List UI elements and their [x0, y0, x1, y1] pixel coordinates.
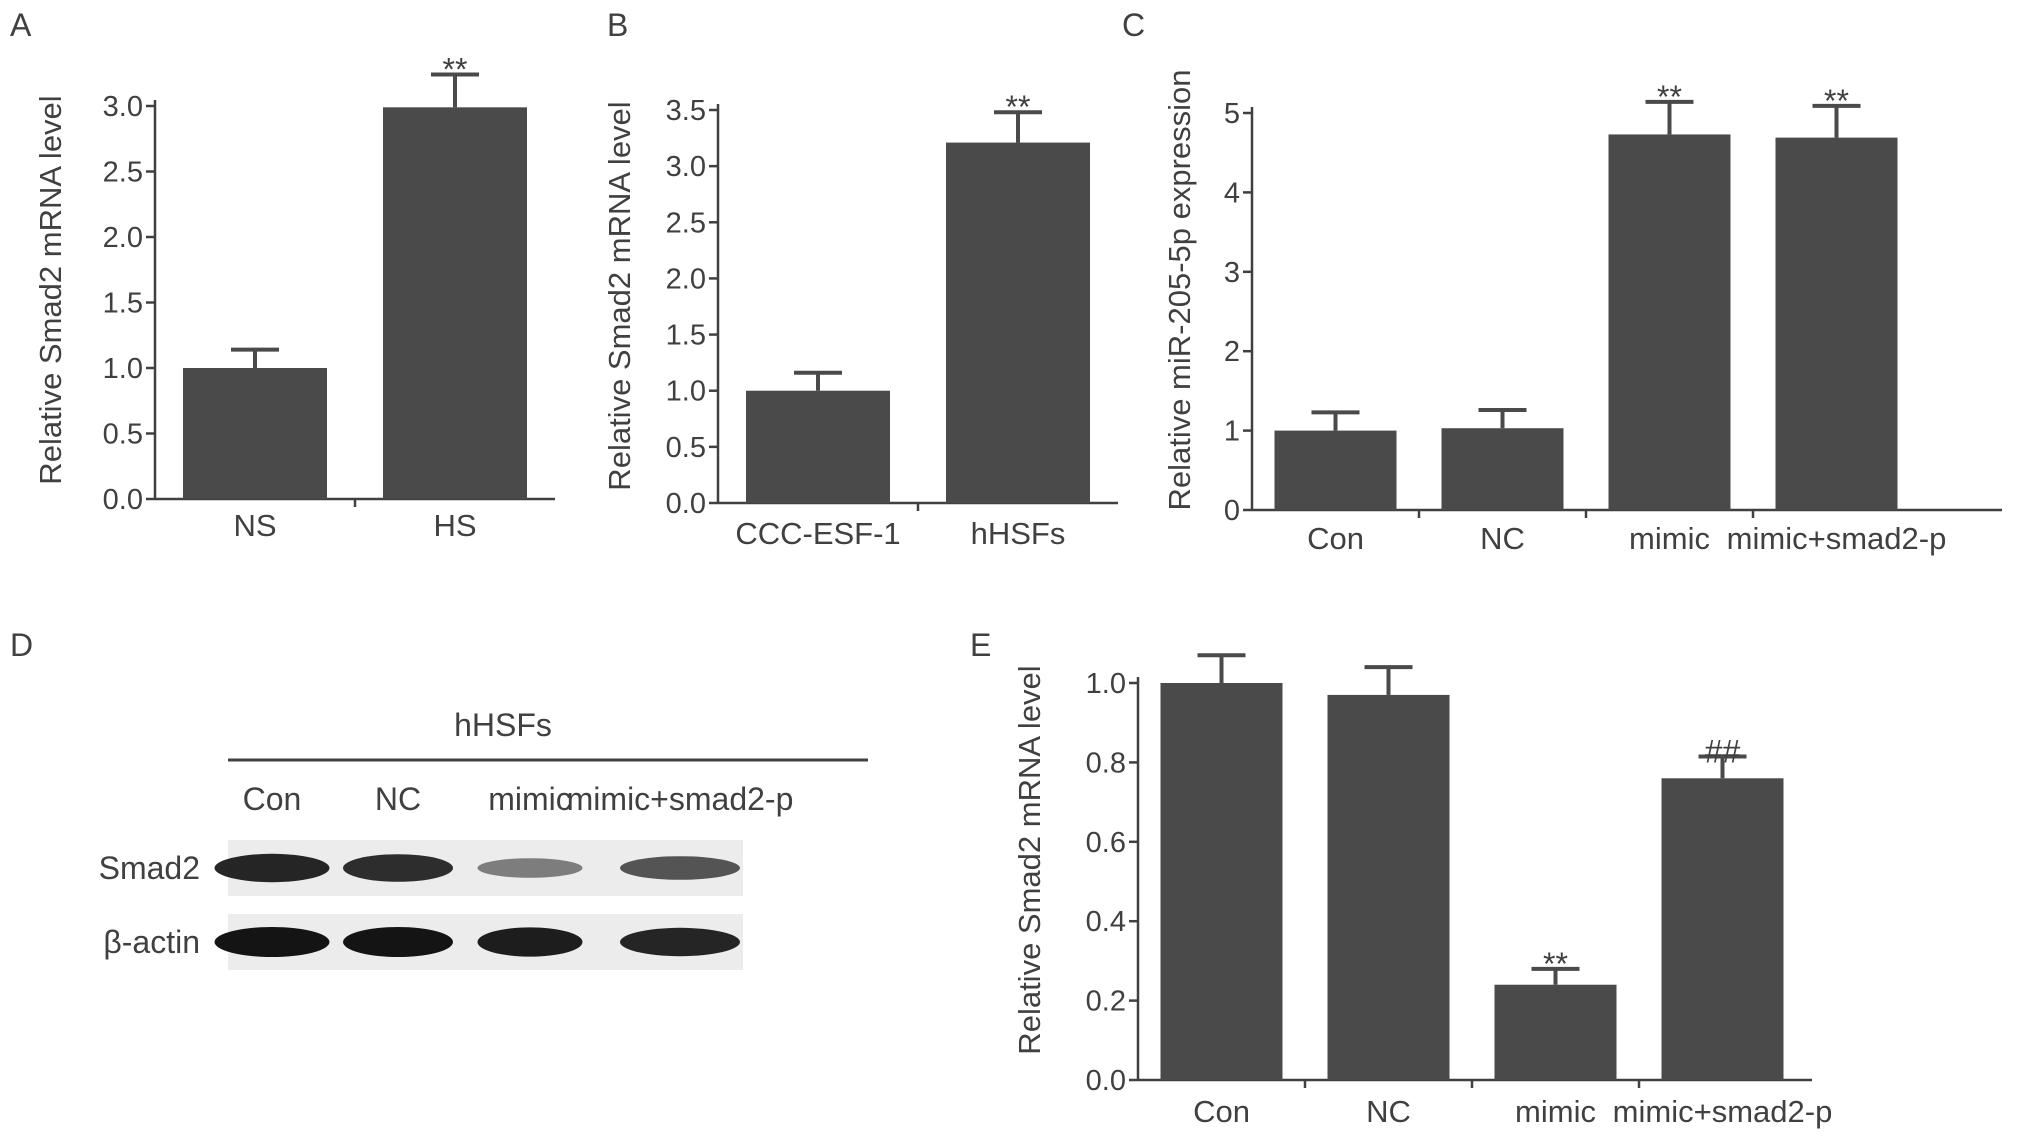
panel-b-significance-mark: **	[1006, 89, 1031, 125]
panel-e-bar	[1327, 694, 1450, 1080]
panel-c-ytick-label: 5	[1224, 98, 1240, 130]
panel-b-category-label: hHSFs	[971, 516, 1066, 551]
panel-c-bar	[1775, 137, 1898, 510]
panel-a-ylabel: Relative Smad2 mRNA level	[33, 95, 68, 484]
panel-e-ytick-label: 0.4	[1086, 906, 1126, 938]
panel-e-significance-mark: ##	[1705, 733, 1741, 769]
panel-e-plot: 0.0 0.2 0.4 0.6 0.8 1.0 Con NC ** mimic ## mimic+sm…	[1086, 653, 1833, 1129]
panel-b-ytick-label: 2.5	[666, 207, 706, 239]
blot-band	[214, 927, 330, 957]
panel-a-ytick-label: 2.0	[103, 222, 143, 254]
panel-c-category-label: Con	[1307, 521, 1364, 556]
panel-b-ytick-label: 3.0	[666, 151, 706, 183]
panel-c-ylabel: Relative miR-205-5p expression	[1162, 69, 1197, 510]
panel-e-category-label: Con	[1193, 1094, 1250, 1129]
blot-row: Smad2	[99, 840, 743, 896]
panel-b-axes: 0.0 0.5 1.0 1.5 2.0 2.5 3.0 3.5	[666, 95, 1118, 520]
panel-e-ytick-label: 0.0	[1086, 1065, 1126, 1097]
panel-e-chart: E Relative Smad2 mRNA level 0.0 0.2 0.4 0.6…	[970, 627, 1832, 1129]
panel-a-bar	[383, 107, 527, 499]
panel-b-letter: B	[607, 7, 628, 43]
panel-b-ytick-label: 0.5	[666, 432, 706, 464]
panel-c-letter: C	[1122, 7, 1145, 43]
blot-lane-label: mimic	[488, 781, 572, 817]
panel-c-ytick-label: 1	[1224, 416, 1240, 448]
panel-c-category-label: NC	[1480, 521, 1525, 556]
panel-b-bar	[746, 390, 890, 503]
panel-a-bar	[183, 368, 327, 499]
panel-c-bar	[1274, 430, 1397, 510]
panel-e-letter: E	[970, 627, 991, 663]
panel-c-ytick-label: 3	[1224, 257, 1240, 289]
panel-b-chart: B Relative Smad2 mRNA level 0.0 0.5 1.0 1.5…	[602, 7, 1118, 551]
blot-row: β-actin	[103, 914, 743, 970]
panel-b-plot: 0.0 0.5 1.0 1.5 2.0 2.5 3.0 3.5 CCC-ESF-1 ** hHSFs	[666, 89, 1118, 551]
panel-a-ytick-label: 0.5	[103, 419, 143, 451]
blot-band	[477, 927, 583, 957]
panel-e-category-label: NC	[1366, 1094, 1411, 1129]
panel-b-ytick-label: 0.0	[666, 488, 706, 520]
panel-e-category-label: mimic+smad2-p	[1613, 1094, 1833, 1129]
panel-b-bar	[946, 142, 1090, 503]
blot-band	[343, 854, 453, 882]
panel-e-bar	[1494, 984, 1617, 1080]
panel-c-chart: C Relative miR-205-5p expression 0 1 2 3 4 5 C…	[1122, 7, 2002, 556]
blot-band	[620, 927, 740, 957]
panel-e-bar	[1160, 683, 1283, 1080]
panel-e-ylabel: Relative Smad2 mRNA level	[1012, 665, 1047, 1054]
panel-e-category-label: mimic	[1515, 1094, 1596, 1129]
blot-band	[477, 858, 583, 878]
panel-c-significance-mark: **	[1824, 83, 1849, 119]
panel-c-bar	[1608, 134, 1731, 511]
panel-c-category-label: mimic	[1629, 521, 1710, 556]
blot-band	[343, 927, 453, 957]
blot-lane-label: mimic+smad2-p	[567, 781, 794, 817]
panel-a-ytick-label: 3.0	[103, 91, 143, 123]
panel-a-category-label: HS	[433, 508, 476, 543]
blot-rows: Smad2 β-actin	[99, 840, 743, 970]
panel-b-category-label: CCC-ESF-1	[735, 516, 900, 551]
panel-a-chart: A Relative Smad2 mRNA level 0.0 0.5 1.0 1.5…	[10, 7, 555, 543]
panel-e-ytick-label: 0.2	[1086, 986, 1126, 1018]
panel-c-significance-mark: **	[1657, 79, 1682, 115]
blot-title: hHSFs	[454, 707, 552, 743]
panel-a-plot: 0.0 0.5 1.0 1.5 2.0 2.5 3.0 NS ** HS	[103, 52, 555, 543]
panel-a-ytick-label: 2.5	[103, 157, 143, 189]
panel-c-ytick-label: 2	[1224, 336, 1240, 368]
panel-e-bar	[1661, 778, 1784, 1080]
panel-b-ytick-label: 1.0	[666, 376, 706, 408]
panel-a-axes: 0.0 0.5 1.0 1.5 2.0 2.5 3.0	[103, 91, 555, 516]
panel-e-ytick-label: 1.0	[1086, 668, 1126, 700]
panel-e-ytick-label: 0.6	[1086, 827, 1126, 859]
panel-b-ytick-label: 1.5	[666, 320, 706, 352]
panel-a-ytick-label: 0.0	[103, 484, 143, 516]
panel-a-ytick-label: 1.5	[103, 288, 143, 320]
blot-lane-label: NC	[375, 781, 421, 817]
blot-band	[214, 853, 330, 883]
panel-d-letter: D	[10, 627, 33, 663]
blot-row-label: β-actin	[103, 924, 200, 960]
panel-b-ytick-label: 3.5	[666, 95, 706, 127]
panel-e-ytick-label: 0.8	[1086, 747, 1126, 779]
blot-band	[620, 856, 740, 880]
panel-c-ytick-label: 4	[1224, 177, 1240, 209]
blot-row-label: Smad2	[99, 850, 200, 886]
panel-c-bar	[1441, 428, 1564, 510]
panel-b-ylabel: Relative Smad2 mRNA level	[602, 101, 637, 490]
panel-a-significance-mark: **	[443, 52, 468, 88]
panel-c-ytick-label: 0	[1224, 495, 1240, 527]
panel-a-letter: A	[10, 7, 32, 43]
panel-c-category-label: mimic+smad2-p	[1727, 521, 1947, 556]
panel-a-category-label: NS	[233, 508, 276, 543]
panel-b-ytick-label: 2.0	[666, 263, 706, 295]
blot-lane-label: Con	[243, 781, 302, 817]
panel-e-significance-mark: **	[1543, 946, 1568, 982]
panel-a-ytick-label: 1.0	[103, 353, 143, 385]
panel-c-plot: 0 1 2 3 4 5 Con NC ** mimic ** mimic+smad2-p	[1224, 79, 2002, 556]
